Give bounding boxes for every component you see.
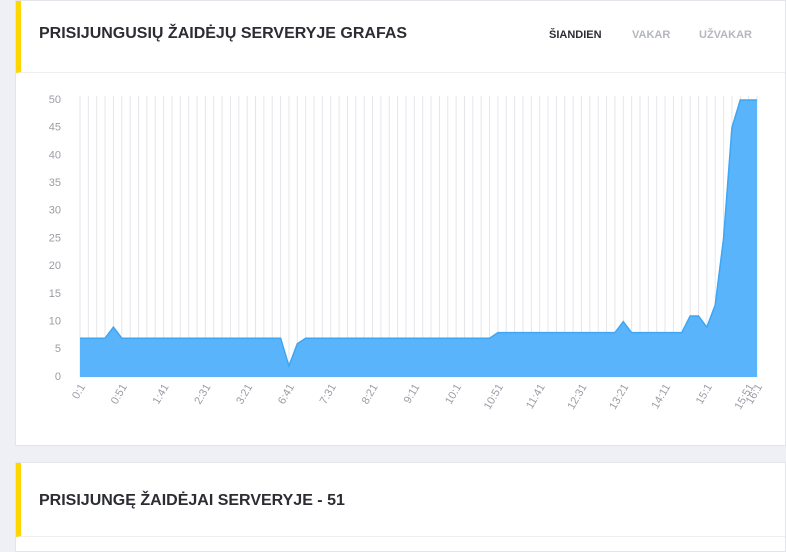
y-tick-label: 0: [55, 371, 61, 383]
card-header: PRISIJUNGĘ ŽAIDĖJAI SERVERYJE - 51: [16, 463, 785, 537]
tab[interactable]: ŠIANDIEN: [549, 29, 602, 41]
x-tick-label: 2:31: [192, 382, 213, 407]
x-tick-label: 12:31: [565, 382, 589, 412]
chart-title: PRISIJUNGUSIŲ ŽAIDĖJŲ SERVERYJE GRAFAS: [39, 25, 408, 42]
y-tick-label: 30: [49, 205, 61, 217]
y-tick-label: 45: [49, 122, 61, 134]
x-tick-label: 6:41: [276, 382, 297, 407]
x-tick-label: 1:41: [151, 382, 172, 407]
x-tick-label: 10:1: [443, 382, 464, 407]
y-tick-label: 5: [55, 343, 61, 355]
y-tick-label: 15: [49, 288, 61, 300]
panel-title: PRISIJUNGĘ ŽAIDĖJAI SERVERYJE - 51: [39, 492, 345, 509]
y-tick-label: 25: [49, 232, 61, 244]
y-tick-label: 10: [49, 316, 61, 328]
x-tick-label: 11:41: [524, 382, 548, 411]
x-tick-label: 13:21: [607, 382, 631, 412]
chart: 0 5 10 15 20 25 30 35 40 45 50 0:1 0:51 1:41 2:31 3:21 6…: [49, 94, 765, 412]
x-tick-label: 7:31: [318, 382, 339, 407]
x-tick-label: 0:51: [109, 382, 130, 407]
card-header: PRISIJUNGUSIŲ ŽAIDĖJŲ SERVERYJE GRAFAS Š…: [16, 1, 785, 73]
x-tick-label: 0:1: [70, 382, 88, 401]
x-tick-label: 8:21: [360, 382, 381, 407]
y-tick-label: 35: [49, 177, 61, 189]
tab[interactable]: UŽVAKAR: [699, 29, 752, 41]
area: [80, 100, 757, 377]
x-tick-label: 9:11: [402, 382, 423, 406]
line: [80, 99, 757, 369]
y-tick-label: 20: [49, 260, 61, 272]
tab[interactable]: VAKAR: [632, 29, 671, 41]
y-tick-label: 40: [49, 149, 61, 161]
players-card: PRISIJUNGĘ ŽAIDĖJAI SERVERYJE - 51: [15, 462, 786, 552]
x-tick-label: 15:1: [694, 382, 715, 407]
y-tick-label: 50: [49, 94, 61, 106]
x-tick-label: 3:21: [234, 382, 255, 407]
x-tick-label: 14:11: [649, 382, 673, 411]
x-tick-label: 10:51: [482, 382, 506, 412]
